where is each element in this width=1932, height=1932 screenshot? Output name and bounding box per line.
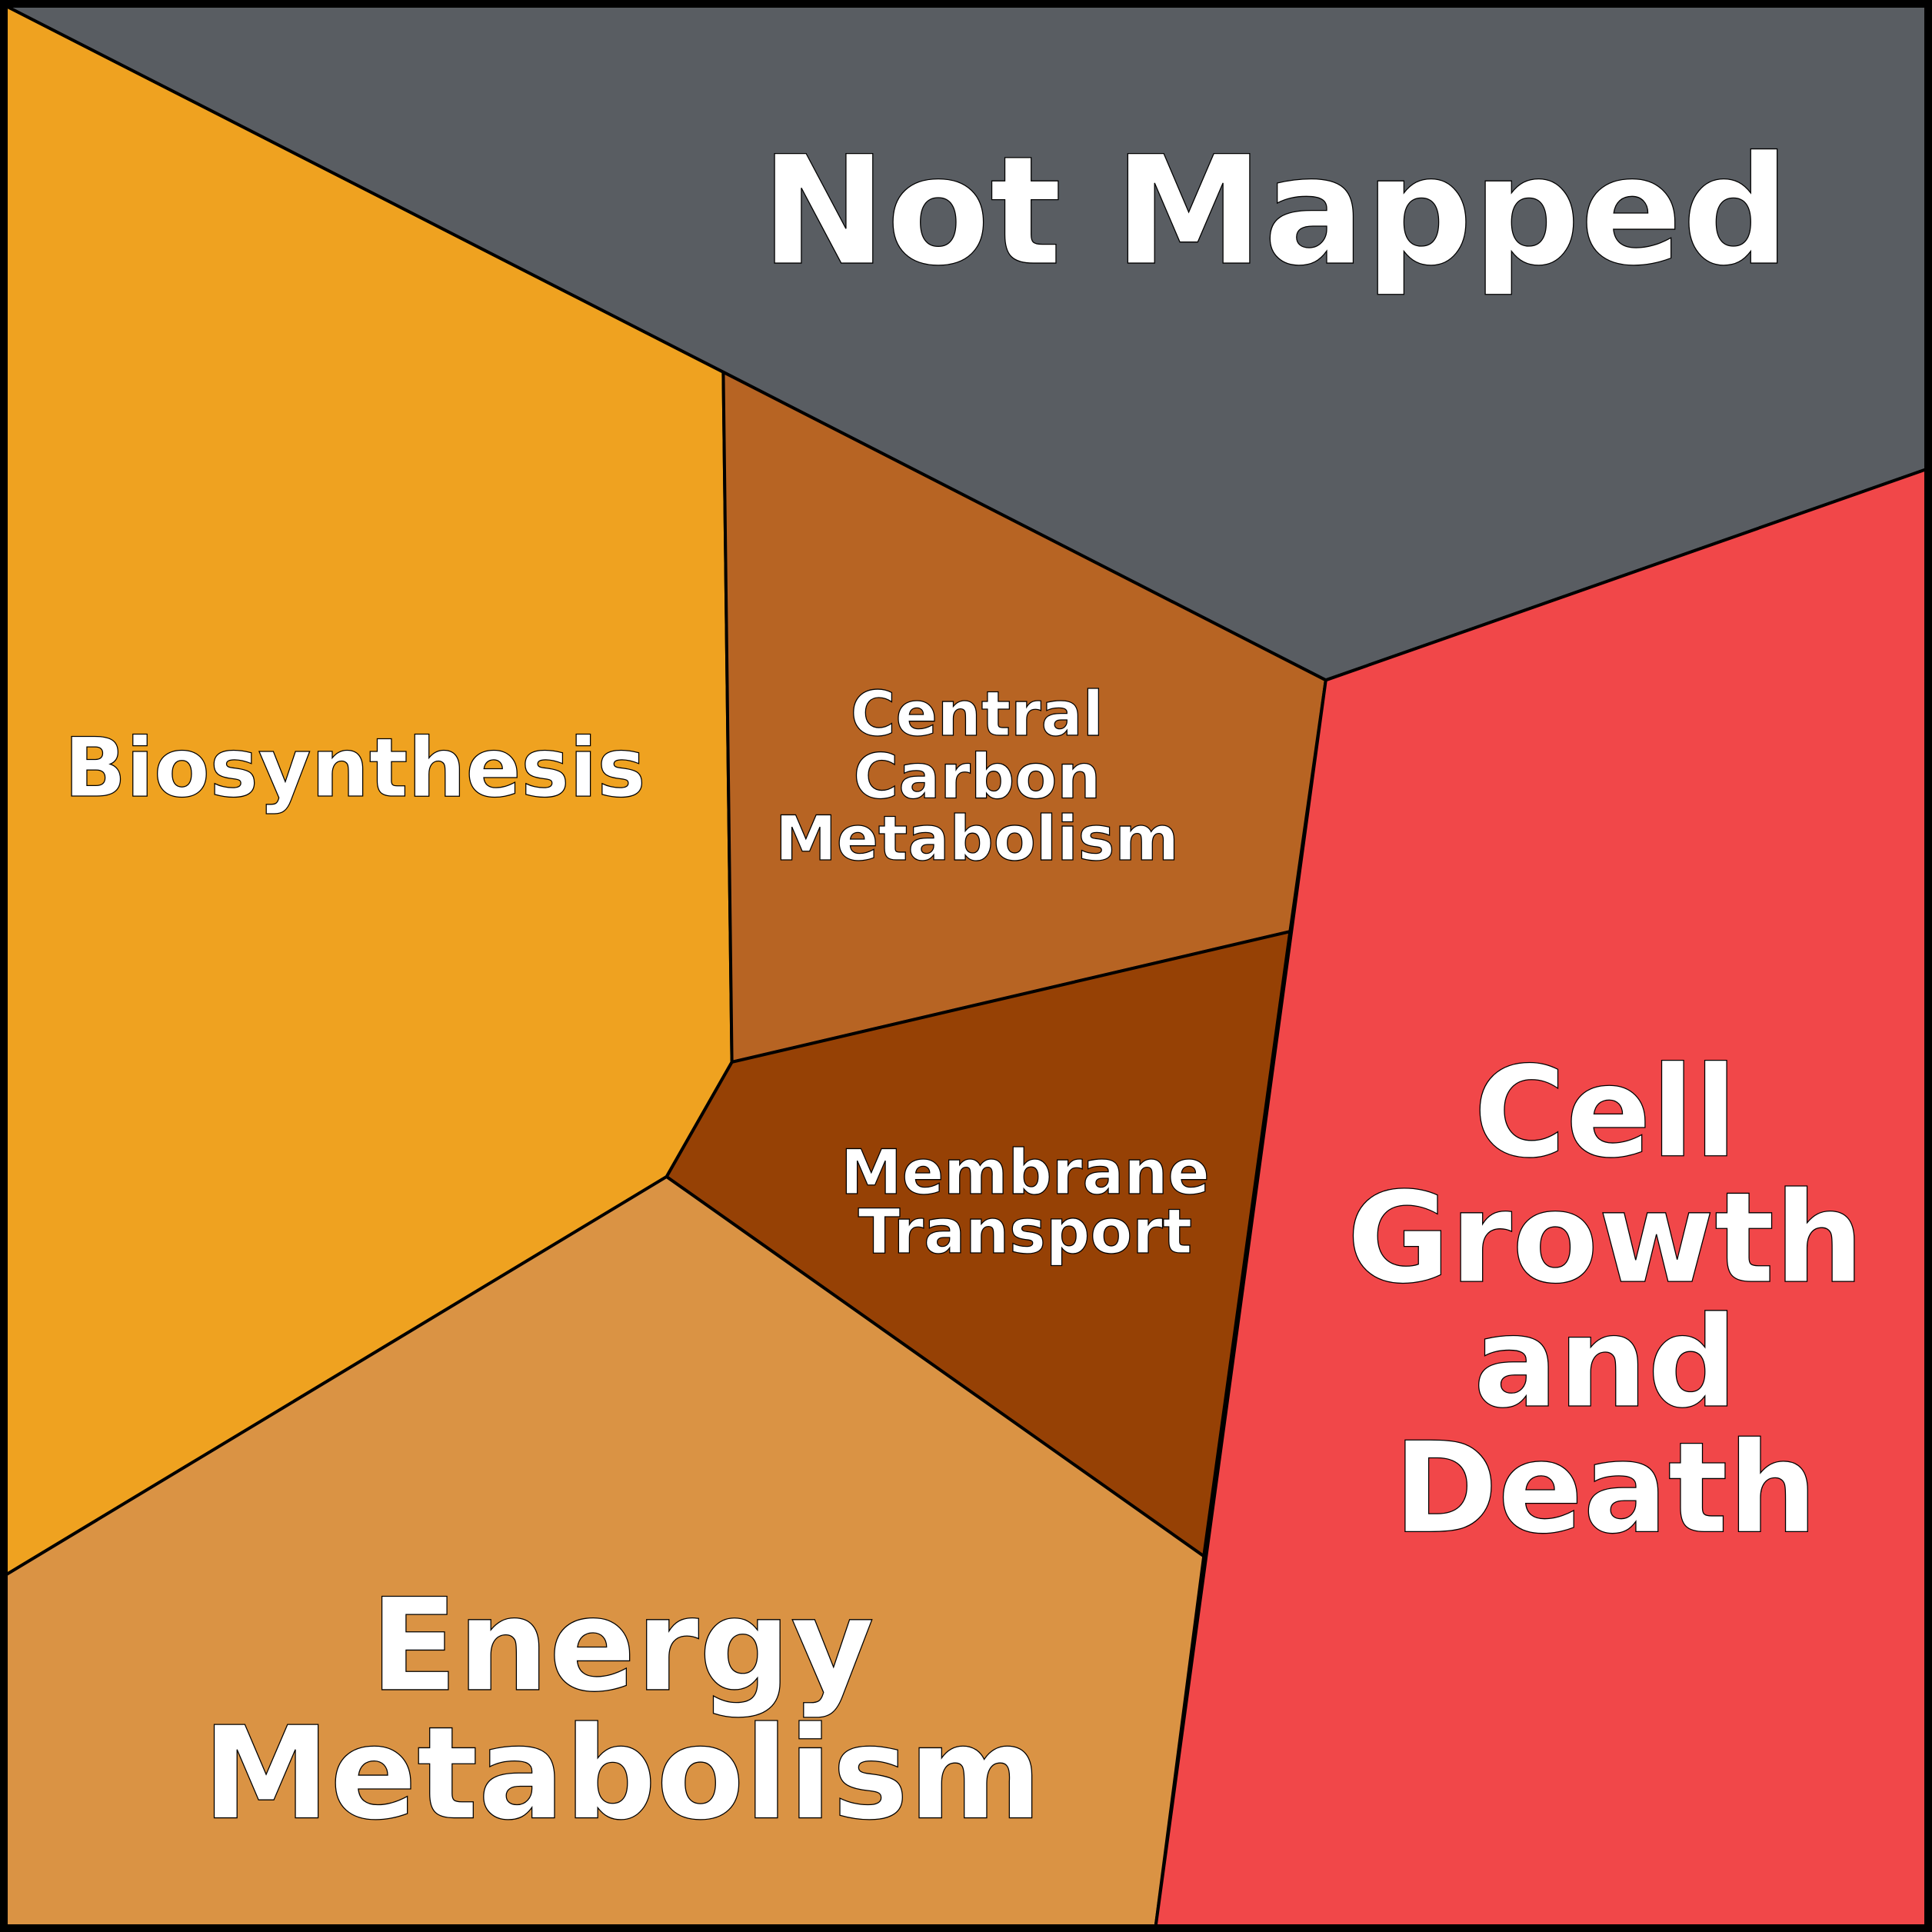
label: Carbon [854,741,1101,813]
label: Not Mapped [761,125,1790,299]
label: Death [1394,1414,1817,1561]
label: Energy [370,1571,874,1720]
label: Cell [1474,1039,1737,1186]
label: and [1474,1289,1738,1436]
label: Metabolism [202,1700,1042,1849]
label: Central [851,678,1104,750]
label: Membrane [841,1137,1210,1208]
label: Biosynthesis [64,721,645,815]
label: Transport [858,1196,1192,1267]
label: Growth [1347,1164,1864,1311]
label: Metabolism [775,803,1179,874]
